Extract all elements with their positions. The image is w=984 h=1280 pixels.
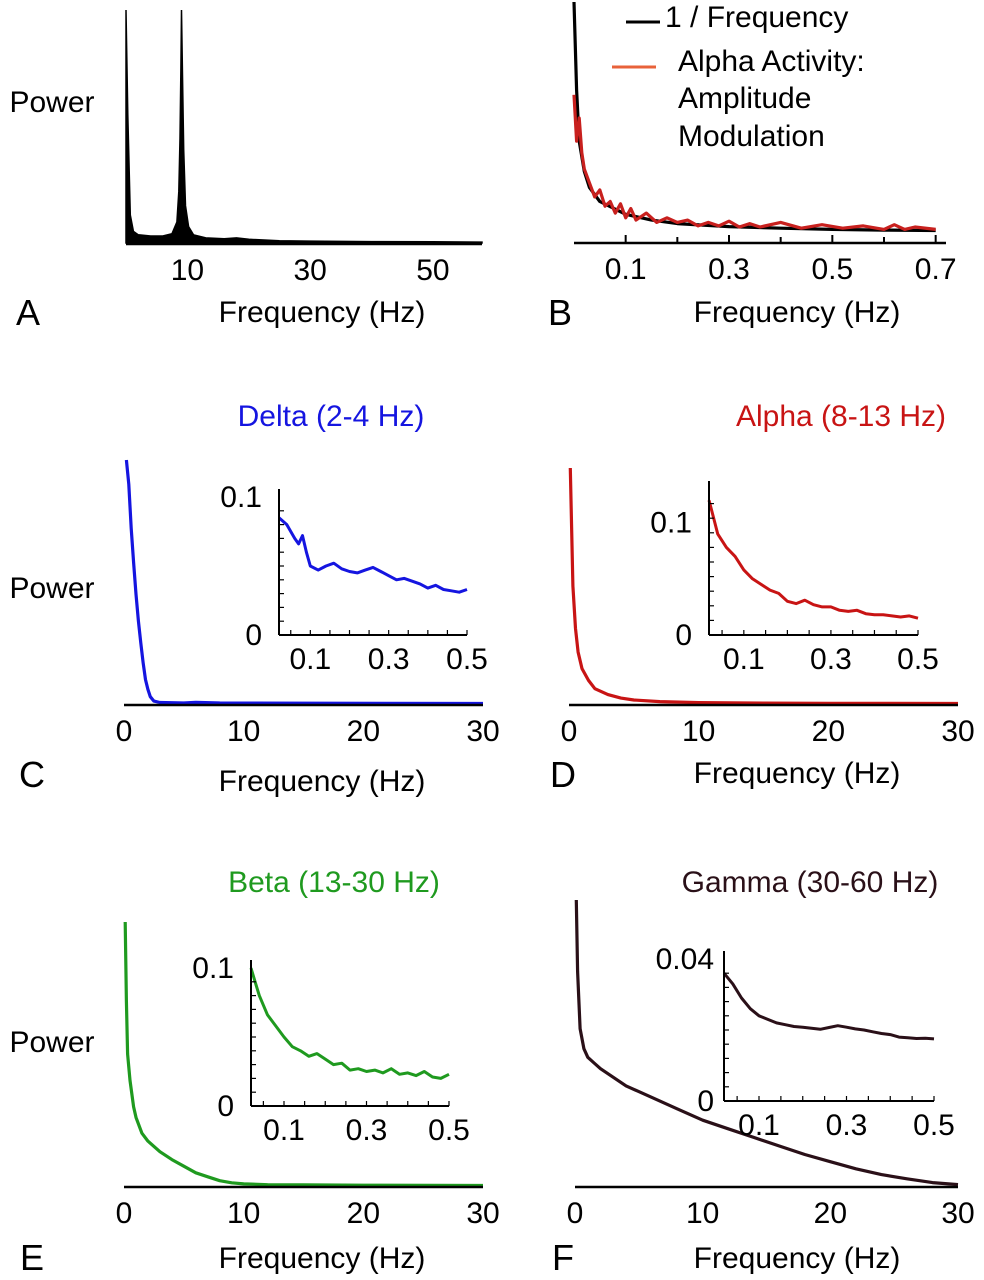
panel-d-x-tick-label: 30 bbox=[941, 715, 974, 748]
panel-c-x-tick-label: 0 bbox=[116, 715, 133, 748]
panel-d-inset-x-tick-label: 0.5 bbox=[897, 643, 939, 676]
panel-a-x-tick-label: 30 bbox=[293, 254, 326, 287]
panel-c-inset-x-tick-label: 0.3 bbox=[368, 643, 410, 676]
legend-entry-label: 1 / Frequency bbox=[665, 1, 848, 34]
panel-c-x-tick-label: 20 bbox=[347, 715, 380, 748]
panel-c-x-tick-label: 10 bbox=[227, 715, 260, 748]
panel-e-inset-y-tick-label: 0 bbox=[217, 1090, 234, 1123]
panel-f-inset-x-tick-label: 0.5 bbox=[913, 1109, 955, 1142]
panel-f-letter: F bbox=[552, 1237, 574, 1278]
panel-a-spectrum-area bbox=[125, 9, 483, 244]
panel-f-inset-x-tick-label: 0.3 bbox=[826, 1109, 868, 1142]
panel-f-title: Gamma (30-60 Hz) bbox=[682, 866, 939, 899]
panel-b-x-tick-label: 0.3 bbox=[708, 253, 750, 286]
panel-e-inset-x-tick-label: 0.3 bbox=[346, 1114, 388, 1147]
panel-a-x-tick-label: 10 bbox=[171, 254, 204, 287]
panel-d-series-0-line bbox=[568, 467, 959, 706]
panel-c-series-0-line bbox=[124, 459, 484, 706]
legend-entry-label: Amplitude bbox=[678, 82, 811, 115]
panel-d-inset-y-tick-label: 0.1 bbox=[650, 507, 692, 540]
panel-e-inset-x-tick-label: 0.1 bbox=[263, 1114, 305, 1147]
panel-a-x-tick-label: 50 bbox=[416, 254, 449, 287]
panel-d-inset-y-tick-label: 0 bbox=[675, 619, 692, 652]
panel-e-title: Beta (13-30 Hz) bbox=[228, 866, 440, 899]
panel-e-inset-y-tick-label: 0.1 bbox=[192, 952, 234, 985]
panel-d-inset-x-tick-label: 0.1 bbox=[723, 643, 765, 676]
panel-e-series-0-line bbox=[123, 921, 484, 1188]
panel-d-x-axis-title: Frequency (Hz) bbox=[694, 757, 901, 790]
legend-entry-label: Modulation bbox=[678, 120, 825, 153]
panel-d-inset-x-tick-label: 0.3 bbox=[810, 643, 852, 676]
panel-c-inset-x-tick-label: 0.1 bbox=[289, 643, 331, 676]
panel-f-x-tick-label: 30 bbox=[941, 1197, 974, 1230]
panel-d-letter: D bbox=[550, 754, 576, 795]
panel-c-inset-line bbox=[278, 516, 468, 594]
panel-d-x-tick-label: 20 bbox=[812, 715, 845, 748]
panel-f-x-axis-title: Frequency (Hz) bbox=[694, 1242, 901, 1275]
panel-e-x-axis-title: Frequency (Hz) bbox=[219, 1242, 426, 1275]
panel-b-series-1-line bbox=[572, 94, 936, 231]
panel-f-inset-y-tick-label: 0.04 bbox=[656, 943, 714, 976]
panel-b-x-tick-label: 0.5 bbox=[811, 253, 853, 286]
panel-b-series-0-line bbox=[572, 1, 936, 233]
panel-a-y-axis-title: Power bbox=[9, 86, 94, 119]
panel-b-x-tick-label: 0.7 bbox=[915, 253, 957, 286]
panel-e-x-tick-label: 20 bbox=[347, 1197, 380, 1230]
panel-b-x-axis-title: Frequency (Hz) bbox=[694, 296, 901, 329]
panel-f-x-tick-label: 20 bbox=[814, 1197, 847, 1230]
panel-e-letter: E bbox=[20, 1237, 44, 1278]
panel-c-y-axis-title: Power bbox=[9, 572, 94, 605]
panel-c-x-axis-title: Frequency (Hz) bbox=[219, 765, 426, 798]
panel-c-inset-y-tick-label: 0.1 bbox=[220, 481, 262, 514]
panel-e-inset-line bbox=[249, 967, 450, 1080]
panel-f-x-tick-label: 0 bbox=[567, 1197, 584, 1230]
legend-entry-label: Alpha Activity: bbox=[678, 45, 865, 78]
panel-e-x-tick-label: 10 bbox=[227, 1197, 260, 1230]
panel-c-inset-x-tick-label: 0.5 bbox=[446, 643, 488, 676]
panel-c-inset-y-tick-label: 0 bbox=[245, 619, 262, 652]
panel-d-title: Alpha (8-13 Hz) bbox=[736, 400, 946, 433]
panel-b-letter: B bbox=[548, 292, 572, 333]
panel-f-inset-y-tick-label: 0 bbox=[697, 1085, 714, 1118]
panel-c-title: Delta (2-4 Hz) bbox=[238, 400, 425, 433]
panel-f-series-0-line bbox=[574, 899, 959, 1187]
panel-e-x-tick-label: 30 bbox=[466, 1197, 499, 1230]
panel-d-inset-line bbox=[707, 499, 919, 620]
panel-b-x-tick-label: 0.1 bbox=[605, 253, 647, 286]
panel-c-letter: C bbox=[19, 754, 45, 795]
panel-e-inset-x-tick-label: 0.5 bbox=[428, 1114, 470, 1147]
panel-a-x-axis-title: Frequency (Hz) bbox=[219, 296, 426, 329]
panel-f-inset-x-tick-label: 0.1 bbox=[738, 1109, 780, 1142]
panel-d-x-tick-label: 0 bbox=[561, 715, 578, 748]
panel-c-x-tick-label: 30 bbox=[466, 715, 499, 748]
panel-f-inset-line bbox=[722, 972, 935, 1041]
panel-f-x-tick-label: 10 bbox=[686, 1197, 719, 1230]
panel-d-x-tick-label: 10 bbox=[682, 715, 715, 748]
panel-e-x-tick-label: 0 bbox=[116, 1197, 133, 1230]
panel-a-letter: A bbox=[16, 292, 40, 333]
panel-e-y-axis-title: Power bbox=[9, 1026, 94, 1059]
